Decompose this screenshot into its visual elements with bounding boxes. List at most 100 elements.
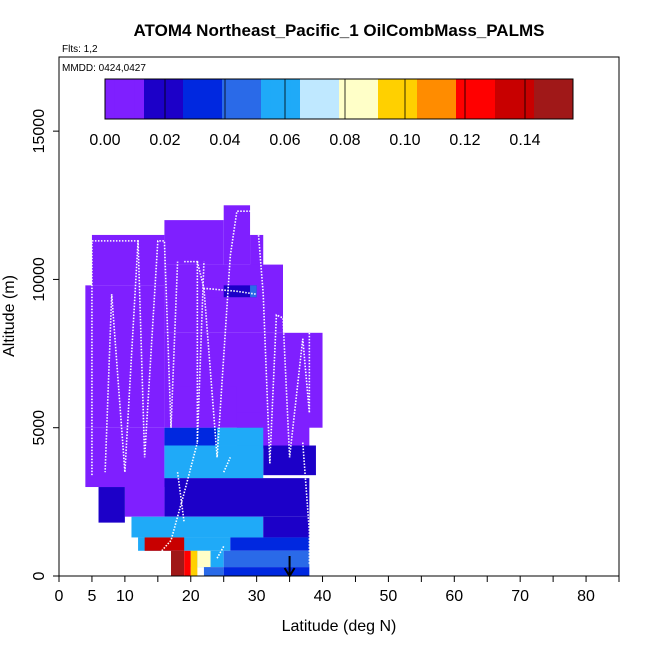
heatmap-cell	[131, 516, 264, 538]
colorbar-swatch	[153, 79, 164, 119]
heatmap-cell	[144, 537, 171, 551]
colorbar-swatch	[251, 79, 262, 119]
heatmap-cell	[91, 234, 165, 286]
heatmap-cell	[164, 220, 224, 265]
x-axis-label: Latitude (deg N)	[282, 618, 397, 635]
heatmap-cell	[85, 285, 165, 428]
chart-title: ATOM4 Northeast_Pacific_1 OilCombMass_PA…	[134, 21, 545, 40]
y-axis: 0 5000 10000 15000	[31, 109, 59, 580]
heatmap-cell	[223, 550, 310, 568]
colorbar-swatch	[417, 79, 428, 119]
flight-track-segment	[176, 472, 185, 523]
colorbar-swatch	[504, 79, 515, 119]
flight-track-segment	[104, 294, 113, 473]
y-tick-label: 10000	[31, 257, 48, 302]
heatmap-cell	[230, 537, 310, 551]
colorbar-swatch	[543, 79, 554, 119]
heatmap-cell	[171, 537, 185, 551]
colorbar-swatch	[222, 79, 233, 119]
colorbar-swatch	[329, 79, 340, 119]
colorbar-swatch	[407, 79, 418, 119]
colorbar-swatch	[387, 79, 398, 119]
x-tick-label: 60	[445, 588, 463, 605]
colorbar-swatch	[485, 79, 496, 119]
colorbar-swatch	[368, 79, 379, 119]
heatmap-cell	[124, 478, 165, 517]
colorbar-swatch	[319, 79, 330, 119]
flight-track-segment	[301, 326, 311, 413]
colorbar-swatch	[426, 79, 437, 119]
x-tick-label: 70	[511, 588, 529, 605]
heatmap-cell	[223, 205, 251, 265]
colorbar-swatch	[397, 79, 408, 119]
flight-track-segment	[184, 260, 205, 443]
y-tick-label: 15000	[31, 109, 48, 154]
colorbar-swatch	[173, 79, 184, 119]
heatmap-cell	[171, 386, 237, 428]
date-note: MMDD: 0424,0427	[62, 63, 146, 74]
x-tick-label: 20	[182, 588, 200, 605]
colorbar-swatch	[290, 79, 301, 119]
flight-track-segment	[203, 210, 257, 458]
heatmap-cell	[85, 427, 165, 488]
colorbar-swatch	[524, 79, 535, 119]
colorbar-tick-label: 0.12	[449, 132, 480, 149]
heatmap-cell	[223, 567, 310, 576]
colorbar-swatch	[495, 79, 506, 119]
colorbar: 0.00 0.02 0.04 0.06 0.08 0.10 0.12 0.14	[89, 78, 574, 149]
flight-track-segment	[170, 261, 179, 428]
colorbar-swatch	[163, 79, 174, 119]
colorbar-swatch	[514, 79, 525, 119]
heatmap-cell	[164, 264, 283, 333]
colorbar-swatch	[456, 79, 467, 119]
colorbar-swatch	[261, 79, 272, 119]
heatmap-cell	[263, 516, 310, 538]
colorbar-swatch	[105, 79, 116, 119]
colorbar-swatch	[475, 79, 486, 119]
y-axis-label: Altitude (m)	[1, 275, 18, 357]
y-tick-label: 0	[31, 571, 48, 580]
heatmap-cell	[184, 550, 191, 576]
colorbar-swatch	[241, 79, 252, 119]
heatmap-cell	[203, 567, 224, 576]
x-tick-label: 80	[577, 588, 595, 605]
y-tick-label: 5000	[31, 410, 48, 446]
colorbar-swatch	[134, 79, 145, 119]
colorbar-swatch	[124, 79, 135, 119]
heatmap-cell	[171, 550, 185, 576]
x-axis: 0 5 10 20 30 40 50 60 70 80	[55, 576, 620, 605]
colorbar-swatch	[553, 79, 564, 119]
flight-track-segment	[216, 545, 225, 559]
heatmap-cell	[98, 487, 125, 523]
flight-track-segment	[255, 211, 271, 464]
colorbar-swatch	[378, 79, 389, 119]
colorbar-tick-label: 0.02	[149, 132, 180, 149]
colorbar-swatch	[436, 79, 447, 119]
colorbar-tick-label: 0.14	[509, 132, 540, 149]
x-tick-label: 0	[55, 588, 64, 605]
x-tick-label: 30	[248, 588, 266, 605]
x-tick-label: 40	[314, 588, 332, 605]
heatmap-cell	[164, 427, 218, 446]
colorbar-swatch	[183, 79, 194, 119]
heatmap-cell	[197, 285, 224, 298]
colorbar-swatch	[144, 79, 155, 119]
colorbar-tick-label: 0.10	[389, 132, 420, 149]
colorbar-swatch	[270, 79, 281, 119]
colorbar-swatch	[348, 79, 359, 119]
latitude-marker-arrow-icon	[283, 556, 296, 578]
flight-track-segment	[157, 442, 199, 556]
flight-track-segment	[137, 240, 172, 458]
heatmap-cell	[164, 445, 264, 479]
colorbar-swatch	[339, 79, 350, 119]
colorbar-tick-label: 0.04	[209, 132, 240, 149]
heatmap-layer	[85, 205, 323, 576]
flights-note: Flts: 1,2	[62, 44, 98, 55]
colorbar-swatch	[212, 79, 223, 119]
x-tick-label: 5	[87, 588, 96, 605]
flight-track-layer	[91, 210, 311, 565]
colorbar-swatch	[358, 79, 369, 119]
plot-frame	[58, 56, 620, 577]
heatmap-cell	[197, 550, 211, 568]
